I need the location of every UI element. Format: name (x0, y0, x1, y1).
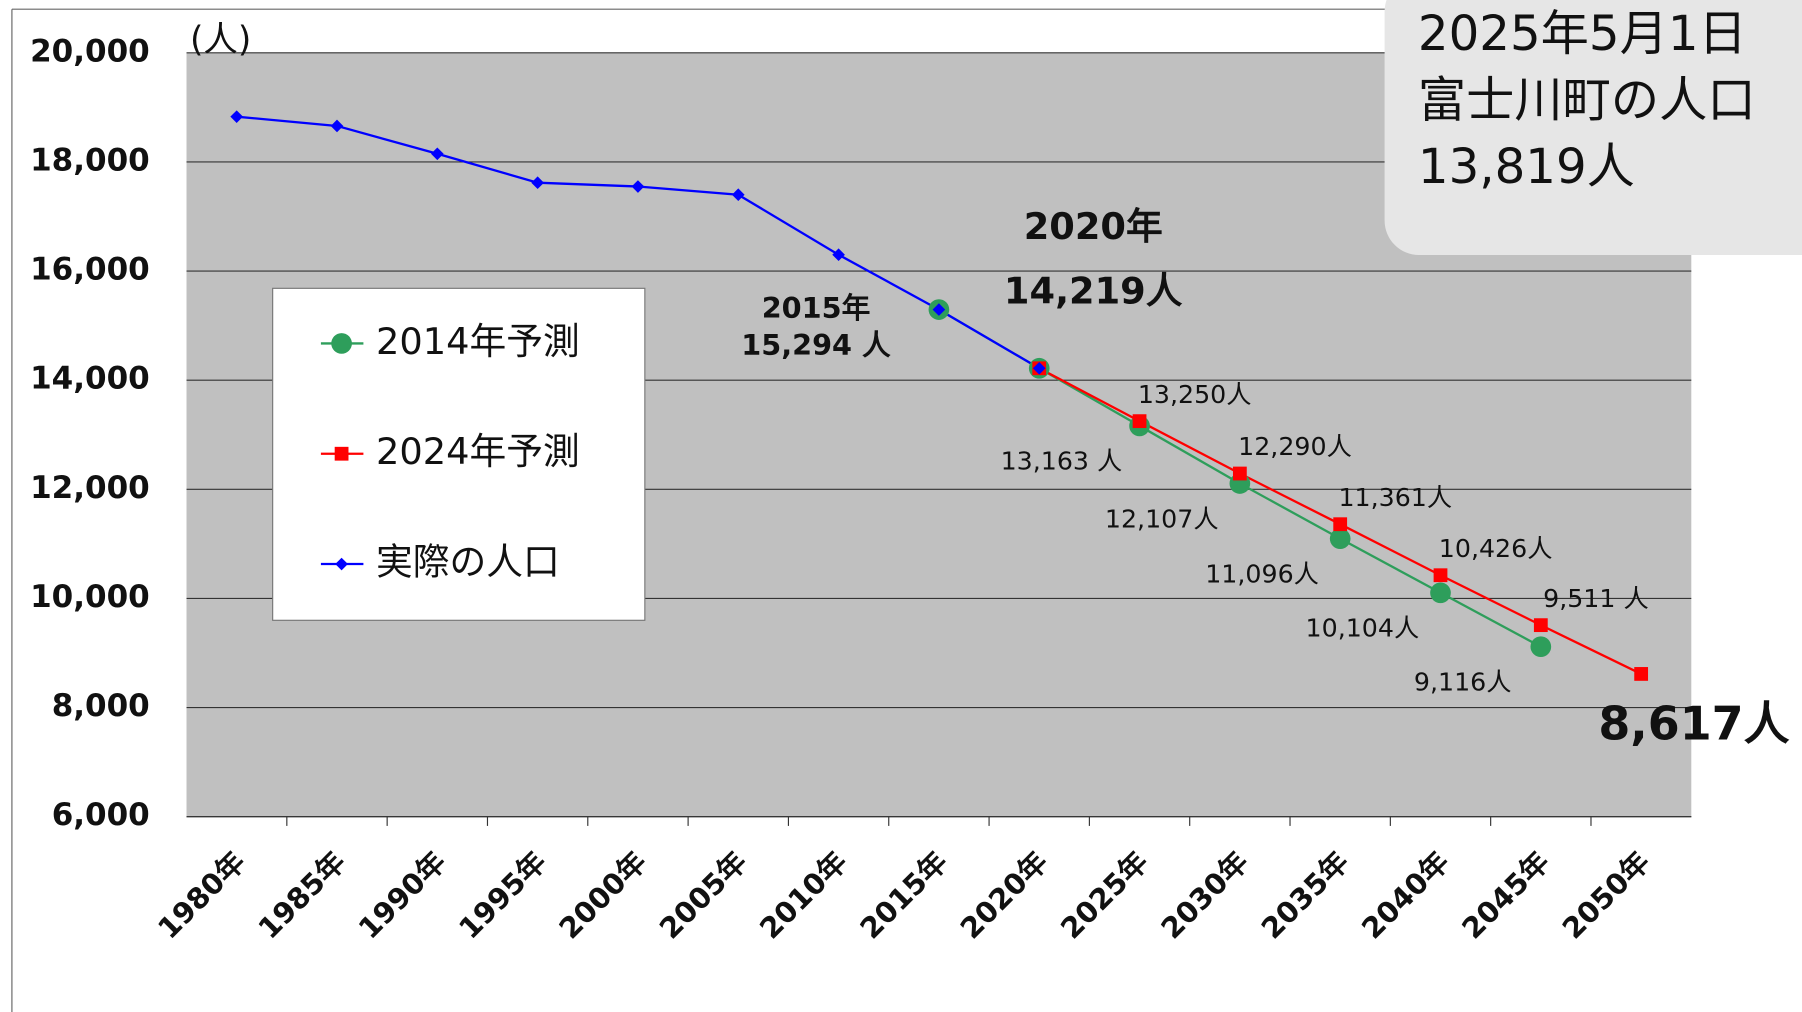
data-label: 9,116人 (1414, 667, 1512, 696)
x-tick-label: 2035年 (1255, 845, 1356, 946)
data-label: 12,290人 (1238, 432, 1352, 461)
x-tick-label: 2030年 (1154, 845, 1255, 946)
point (1232, 466, 1247, 481)
point (1032, 361, 1046, 375)
data-label: 9,511 人 (1543, 584, 1649, 613)
data-label: 12,107人 (1105, 504, 1219, 533)
annotation: 15,294 人 (741, 328, 891, 362)
x-tick-label: 2005年 (653, 845, 754, 946)
data-label: 13,250人 (1138, 380, 1252, 409)
x-tick-label: 1990年 (352, 845, 453, 946)
info-line: 富士川町の人口 (1418, 72, 1756, 128)
annotation: 2015年 (762, 291, 871, 325)
point (1433, 568, 1448, 583)
legend-marker (335, 557, 348, 571)
data-label: 10,426人 (1439, 534, 1553, 563)
point (1634, 667, 1649, 681)
marks (230, 110, 1649, 681)
x-tick-label: 2000年 (552, 845, 653, 946)
x-tick-label: 2040年 (1355, 845, 1456, 946)
legend-marker (331, 333, 352, 354)
x-tick-label: 1985年 (251, 845, 352, 946)
x-tick-label: 2015年 (853, 845, 954, 946)
y-tick-label: 14,000 (30, 361, 150, 397)
point (1333, 517, 1348, 532)
data-label: 11,361人 (1338, 483, 1452, 512)
info-line: 2025年5月1日 (1418, 6, 1747, 62)
point (1430, 582, 1451, 604)
data-label: 11,096人 (1205, 559, 1319, 588)
y-tick-label: 16,000 (30, 252, 150, 288)
legend-marker (334, 446, 349, 461)
annotation: 14,219人 (1004, 269, 1183, 312)
point (832, 248, 845, 262)
x-tick-label: 2010年 (753, 845, 854, 946)
x-tick-label: 2045年 (1455, 845, 1556, 946)
y-tick-label: 20,000 (30, 33, 150, 69)
y-tick-label: 18,000 (30, 142, 150, 178)
x-tick-label: 2025年 (1054, 845, 1155, 946)
y-unit: (人) (190, 20, 251, 60)
x-tick-label: 1980年 (151, 845, 252, 946)
legend-label: 2014年予測 (376, 320, 580, 363)
y-tick-label: 6,000 (52, 797, 150, 833)
point (932, 303, 946, 316)
data-label: 8,617人 (1598, 696, 1789, 750)
point (631, 180, 645, 193)
data-label: 13,163 人 (1001, 447, 1123, 476)
point (1530, 636, 1552, 658)
annotation: 2020年 (1024, 205, 1163, 248)
x-tick-label: 1995年 (452, 845, 553, 946)
point (1533, 618, 1548, 633)
legend-label: 2024年予測 (376, 430, 580, 473)
data-label: 10,104人 (1306, 614, 1420, 643)
legend-label: 実際の人口 (376, 541, 560, 584)
y-tick-label: 12,000 (30, 470, 150, 506)
info-line: 13,819人 (1418, 139, 1635, 195)
point (731, 188, 745, 202)
x-tick-label: 2020年 (954, 845, 1055, 946)
point (230, 110, 243, 123)
info-box (1384, 0, 1802, 255)
x-tick-label: 2050年 (1556, 845, 1657, 946)
y-tick-label: 8,000 (52, 688, 150, 724)
y-tick-label: 10,000 (30, 579, 150, 615)
point (1329, 528, 1351, 550)
point (1132, 414, 1147, 429)
point (531, 176, 544, 190)
